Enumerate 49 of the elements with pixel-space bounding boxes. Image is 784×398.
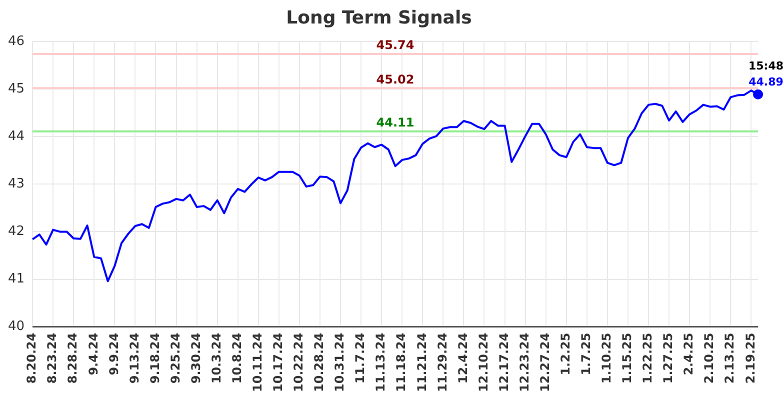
x-tick-label: 12.27.24 <box>538 332 552 392</box>
x-tick-label: 2.13.25 <box>722 332 737 384</box>
x-tick-label: 9.30.24 <box>188 332 203 384</box>
x-tick-label: 10.28.24 <box>312 332 326 392</box>
x-tick-label: 11.21.24 <box>414 332 429 392</box>
x-tick-label: 9.9.24 <box>106 332 121 376</box>
annotation: 15:48 <box>748 60 784 73</box>
x-tick-label: 12.10.24 <box>476 332 490 392</box>
x-tick-label: 9.25.24 <box>168 332 182 384</box>
y-tick-label: 44 <box>8 129 25 144</box>
x-tick-label: 10.22.24 <box>292 332 306 392</box>
y-tick-label: 46 <box>8 34 25 49</box>
x-tick-label: 9.13.24 <box>127 332 142 384</box>
x-tick-label: 11.7.24 <box>353 332 368 384</box>
y-tick-label: 41 <box>8 272 25 287</box>
x-tick-label: 11.18.24 <box>394 332 408 392</box>
x-tick-label: 8.28.24 <box>66 332 80 384</box>
ref-line-label: 45.74 <box>376 38 414 52</box>
x-tick-label: 11.29.24 <box>435 332 450 392</box>
ref-line-label: 45.02 <box>376 72 414 86</box>
chart-title: Long Term Signals <box>286 7 472 28</box>
y-tick-label: 40 <box>8 319 25 334</box>
x-tick-label: 1.2.25 <box>558 332 572 376</box>
x-tick-label: 12.23.24 <box>517 332 532 392</box>
x-tick-label: 9.4.24 <box>86 332 100 376</box>
x-tick-label: 12.17.24 <box>496 332 511 392</box>
y-tick-label: 45 <box>8 82 25 97</box>
x-tick-label: 2.10.25 <box>702 332 716 384</box>
x-tick-label: 2.4.25 <box>682 332 696 376</box>
y-tick-label: 43 <box>8 176 25 192</box>
x-tick-label: 1.15.25 <box>620 332 634 384</box>
x-tick-label: 10.8.24 <box>230 332 244 384</box>
y-tick-label: 42 <box>8 224 25 240</box>
x-tick-label: 2.19.25 <box>743 332 758 384</box>
x-tick-label: 12.4.24 <box>456 332 470 384</box>
x-tick-label: 8.20.24 <box>24 332 39 384</box>
x-tick-label: 8.23.24 <box>45 332 60 384</box>
x-tick-label: 10.31.24 <box>332 332 347 392</box>
x-tick-label: 10.17.24 <box>271 332 286 392</box>
x-tick-label: 11.13.24 <box>374 332 388 392</box>
x-tick-label: 1.27.25 <box>661 332 676 384</box>
ref-line-label: 44.11 <box>376 116 414 130</box>
x-tick-label: 1.10.25 <box>600 332 614 384</box>
x-tick-label: 1.22.25 <box>640 332 655 384</box>
data-label: 44.89 <box>748 76 784 89</box>
x-tick-label: 10.3.24 <box>209 332 224 384</box>
x-tick-label: 1.7.25 <box>579 332 594 376</box>
x-tick-label: 10.11.24 <box>250 332 265 392</box>
x-tick-label: 9.18.24 <box>148 332 162 384</box>
